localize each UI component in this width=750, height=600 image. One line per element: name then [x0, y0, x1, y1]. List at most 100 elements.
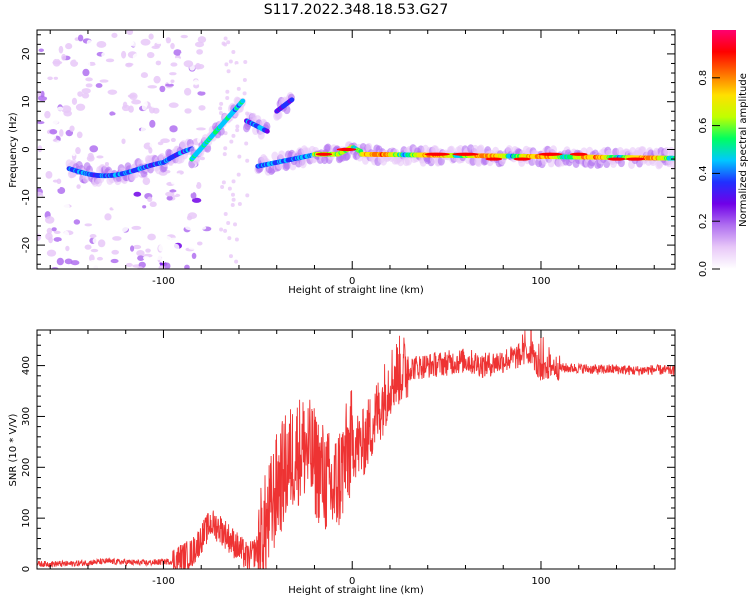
heatmap-cell	[84, 244, 92, 250]
heatmap-cell	[191, 252, 197, 260]
x-tick-label: 100	[531, 576, 550, 587]
heatmap-cell	[115, 47, 124, 53]
heatmap-cell	[142, 177, 151, 186]
heatmap-cell	[163, 58, 169, 64]
heatmap-cell	[222, 205, 227, 210]
heatmap-cell	[84, 209, 94, 214]
snr-axis-ticks: -100 0 100 0 100 200 300 400	[21, 330, 675, 587]
heatmap-cell	[37, 121, 45, 125]
heatmap-cell	[180, 34, 188, 39]
heatmap-cell	[194, 41, 205, 48]
heatmap-cell	[137, 255, 145, 261]
heatmap-cell	[104, 140, 110, 148]
x-tick-label: -100	[152, 276, 175, 287]
heatmap-cell	[162, 49, 168, 54]
heatmap-cell	[125, 262, 133, 268]
heatmap-cell	[226, 40, 231, 45]
heatmap-cell	[96, 256, 104, 261]
heatmap-cell	[235, 56, 240, 61]
heatmap-cell	[145, 248, 151, 253]
x-tick-label: 0	[349, 276, 355, 287]
heatmap-cell	[154, 227, 161, 235]
heatmap-cell	[271, 151, 279, 161]
y-tick-label: 10	[21, 95, 32, 108]
heatmap-cell	[184, 178, 190, 182]
heatmap-cell	[187, 212, 198, 220]
heatmap-cell	[93, 30, 102, 38]
y-tick-label: 100	[21, 509, 32, 528]
heatmap-cell	[63, 230, 70, 239]
heatmap-cell	[75, 103, 86, 111]
heatmap-cell	[61, 89, 68, 97]
heatmap-cell	[155, 253, 162, 261]
heatmap-cell	[220, 185, 225, 190]
heatmap-cell	[149, 119, 156, 128]
heatmap-cell	[133, 37, 142, 41]
heatmap-cell	[200, 257, 206, 266]
y-tick-label: 0	[21, 146, 32, 152]
heatmap-cell	[119, 116, 124, 124]
heatmap-cell	[88, 192, 97, 198]
heatmap-cell	[221, 41, 226, 46]
heatmap-cell	[513, 157, 531, 161]
heatmap-cell	[160, 251, 169, 257]
heatmap-cell	[112, 236, 122, 241]
y-tick-label: 300	[21, 407, 32, 426]
heatmap-cell	[131, 81, 141, 85]
heatmap-cell	[196, 181, 202, 190]
heatmap-cell	[96, 47, 104, 52]
heatmap-cell	[199, 111, 209, 117]
heatmap-cell	[57, 240, 63, 249]
heatmap-cell	[85, 83, 93, 88]
heatmap-cell	[118, 225, 129, 233]
heatmap-cell	[193, 229, 200, 234]
heatmap-cell	[227, 186, 232, 191]
heatmap-cell	[149, 201, 157, 208]
heatmap-cell	[81, 88, 91, 94]
heatmap-cell	[238, 244, 243, 249]
heatmap-cell	[234, 237, 239, 242]
heatmap-cell	[88, 102, 95, 108]
heatmap-cell	[146, 51, 155, 59]
heatmap-cell	[140, 49, 146, 57]
heatmap-cell	[424, 152, 450, 156]
heatmap-cell	[149, 141, 157, 149]
heatmap-cell	[166, 195, 173, 201]
heatmap-cell	[46, 249, 57, 257]
heatmap-cell	[172, 243, 180, 252]
heatmap-cell	[43, 264, 51, 269]
heatmap-cell	[147, 85, 158, 89]
heatmap-cell	[48, 159, 57, 167]
heatmap-cell	[89, 234, 97, 239]
colorbar-tick-label: 0.6	[698, 118, 709, 134]
heatmap-cell	[178, 188, 188, 193]
heatmap-cell	[173, 226, 184, 234]
colorbar-tick-label: 0.0	[698, 261, 709, 277]
heatmap-cell	[152, 91, 162, 100]
heatmap-cell	[140, 30, 151, 36]
heatmap-cell	[289, 97, 295, 103]
heatmap-cell	[92, 197, 100, 203]
heatmap-cell	[223, 166, 228, 171]
heatmap-cell	[184, 200, 191, 209]
heatmap-cell	[132, 134, 143, 139]
heatmap-cell	[47, 133, 57, 140]
heatmap-cell	[228, 59, 233, 64]
y-tick-label: -20	[21, 237, 32, 253]
heatmap-cell	[74, 206, 83, 212]
heatmap-cell	[242, 254, 247, 259]
heatmap-cell	[62, 144, 67, 152]
heatmap-cell	[130, 234, 138, 242]
heatmap-cell	[223, 192, 228, 197]
heatmap-cell	[547, 158, 555, 168]
heatmap-cell	[235, 124, 240, 129]
heatmap-cell	[176, 91, 184, 97]
heatmap-cell	[122, 207, 132, 211]
heatmap-cell	[112, 123, 120, 132]
snr-series-line	[37, 330, 675, 569]
heatmap-cell	[199, 156, 205, 161]
heatmap-cell	[195, 62, 201, 70]
heatmap-cell	[101, 96, 109, 101]
heatmap-cell	[168, 102, 179, 108]
